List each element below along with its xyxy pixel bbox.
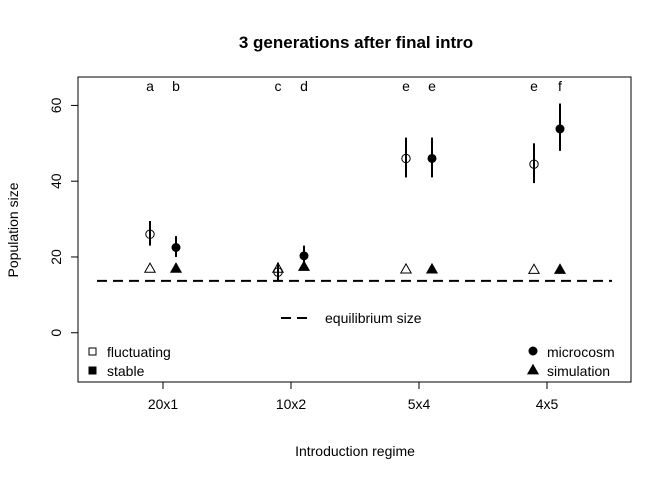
legend-layer: equilibrium size fluctuating stable microco… <box>88 310 615 379</box>
y-tick-label: 0 <box>48 329 64 337</box>
legend-fluctuating-label: fluctuating <box>107 344 171 360</box>
plot-frame <box>77 76 632 383</box>
legend-stable-swatch <box>88 366 97 375</box>
y-tick-label: 20 <box>48 249 64 265</box>
simulation-stable-point <box>169 262 183 273</box>
significance-letter: a <box>146 78 154 94</box>
legend-simulation-swatch <box>526 363 540 375</box>
chart-title: 3 generations after final intro <box>239 33 473 52</box>
microcosm-fluctuating-point <box>529 159 539 169</box>
microcosm-stable-point <box>299 251 309 261</box>
x-tick-label: 20x1 <box>148 396 179 412</box>
x-tick-label: 5x4 <box>408 396 431 412</box>
microcosm-stable-point <box>555 124 565 134</box>
significance-letter: f <box>558 78 562 94</box>
legend-simulation-label: simulation <box>547 363 610 379</box>
x-tick-label: 4x5 <box>536 396 559 412</box>
simulation-stable-point <box>553 263 567 274</box>
marks-layer <box>143 103 567 282</box>
simulation-fluctuating-point <box>399 262 413 274</box>
simulation-stable-point <box>425 262 439 274</box>
y-tick-label: 40 <box>48 173 64 189</box>
simulation-fluctuating-point <box>143 262 157 273</box>
legend-fluctuating-swatch <box>88 347 97 356</box>
microcosm-stable-point <box>427 153 437 163</box>
legend-microcosm-label: microcosm <box>547 344 615 360</box>
significance-letter: d <box>300 78 308 94</box>
microcosm-stable-point <box>171 242 181 252</box>
y-axis-label: Population size <box>5 182 21 277</box>
x-tick-label: 10x2 <box>276 396 307 412</box>
simulation-fluctuating-point <box>271 262 285 273</box>
microcosm-fluctuating-point <box>401 153 411 164</box>
legend-equilibrium-label: equilibrium size <box>325 310 422 326</box>
significance-letter: c <box>275 78 282 94</box>
y-tick-label: 60 <box>48 97 64 113</box>
legend-microcosm-swatch <box>528 346 538 356</box>
simulation-fluctuating-point <box>527 263 541 274</box>
legend-stable-label: stable <box>107 363 145 379</box>
significance-letter: e <box>402 78 410 94</box>
significance-letter: e <box>428 78 436 94</box>
x-axis-label: Introduction regime <box>295 443 415 459</box>
simulation-stable-point <box>297 260 311 271</box>
microcosm-fluctuating-point <box>145 229 155 239</box>
significance-letter: b <box>172 78 180 94</box>
axes-layer: 0 20 40 60 20x1 10x2 5x4 4x5 <box>48 97 558 412</box>
significance-letter: e <box>530 78 538 94</box>
